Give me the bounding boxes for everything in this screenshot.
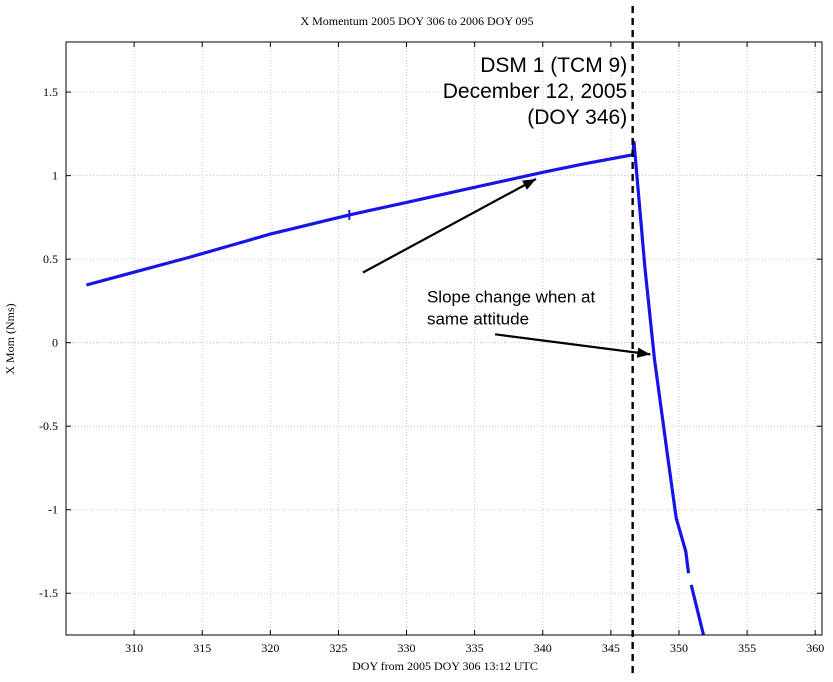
x-tick-label-6: 340 <box>534 641 552 655</box>
arrow-shaft-0 <box>362 178 537 274</box>
series-line-segment-1 <box>689 584 706 636</box>
x-tick-label-5: 335 <box>466 641 484 655</box>
y-tick-label-6: -1.5 <box>39 586 58 600</box>
arrow-head-0 <box>522 178 536 190</box>
series-line-segment-0 <box>85 140 691 574</box>
plot-frame <box>65 41 823 636</box>
x-tick-label-3: 325 <box>329 641 347 655</box>
x-tick-label-2: 320 <box>261 641 279 655</box>
x-axis-label: DOY from 2005 DOY 306 13:12 UTC <box>352 659 538 673</box>
series-x-momentum <box>85 140 706 636</box>
grid <box>66 42 822 635</box>
annotation-1-line-1: same attitude <box>427 310 529 329</box>
annotation-0-line-2: (DOY 346) <box>527 106 627 129</box>
x-tick-label-10: 360 <box>806 641 824 655</box>
x-tick-label-9: 355 <box>738 641 756 655</box>
y-tick-label-2: 0.5 <box>43 252 58 266</box>
y-tick-label-0: 1.5 <box>43 85 58 99</box>
y-tick-label-3: 0 <box>52 336 58 350</box>
x-tick-label-8: 350 <box>670 641 688 655</box>
x-tick-label-7: 345 <box>602 641 620 655</box>
annotations: DSM 1 (TCM 9) December 12, 2005 (DOY 346) S… <box>427 54 627 329</box>
x-axis-ticks: 310 315 320 325 330 335 340 345 350 355 360 <box>125 42 824 655</box>
arrow-head-1 <box>636 347 651 358</box>
y-tick-label-4: -0.5 <box>39 419 58 433</box>
y-axis-ticks: 1.5 1 0.5 0 -0.5 -1 -1.5 <box>39 85 822 600</box>
arrow-shaft-1 <box>494 333 651 356</box>
y-tick-label-5: -1 <box>48 503 58 517</box>
annotation-0-line-1: December 12, 2005 <box>443 80 627 103</box>
annotation-0-line-0: DSM 1 (TCM 9) <box>480 54 627 77</box>
y-axis-label: X Mom (Nms) <box>3 303 17 374</box>
chart-title: X Momentum 2005 DOY 306 to 2006 DOY 095 <box>300 14 533 28</box>
x-tick-label-1: 315 <box>193 641 211 655</box>
annotation-1-line-0: Slope change when at <box>427 288 596 307</box>
y-tick-label-1: 1 <box>52 169 58 183</box>
x-tick-label-4: 330 <box>398 641 416 655</box>
x-tick-label-0: 310 <box>125 641 143 655</box>
annotation-arrows <box>362 178 651 358</box>
